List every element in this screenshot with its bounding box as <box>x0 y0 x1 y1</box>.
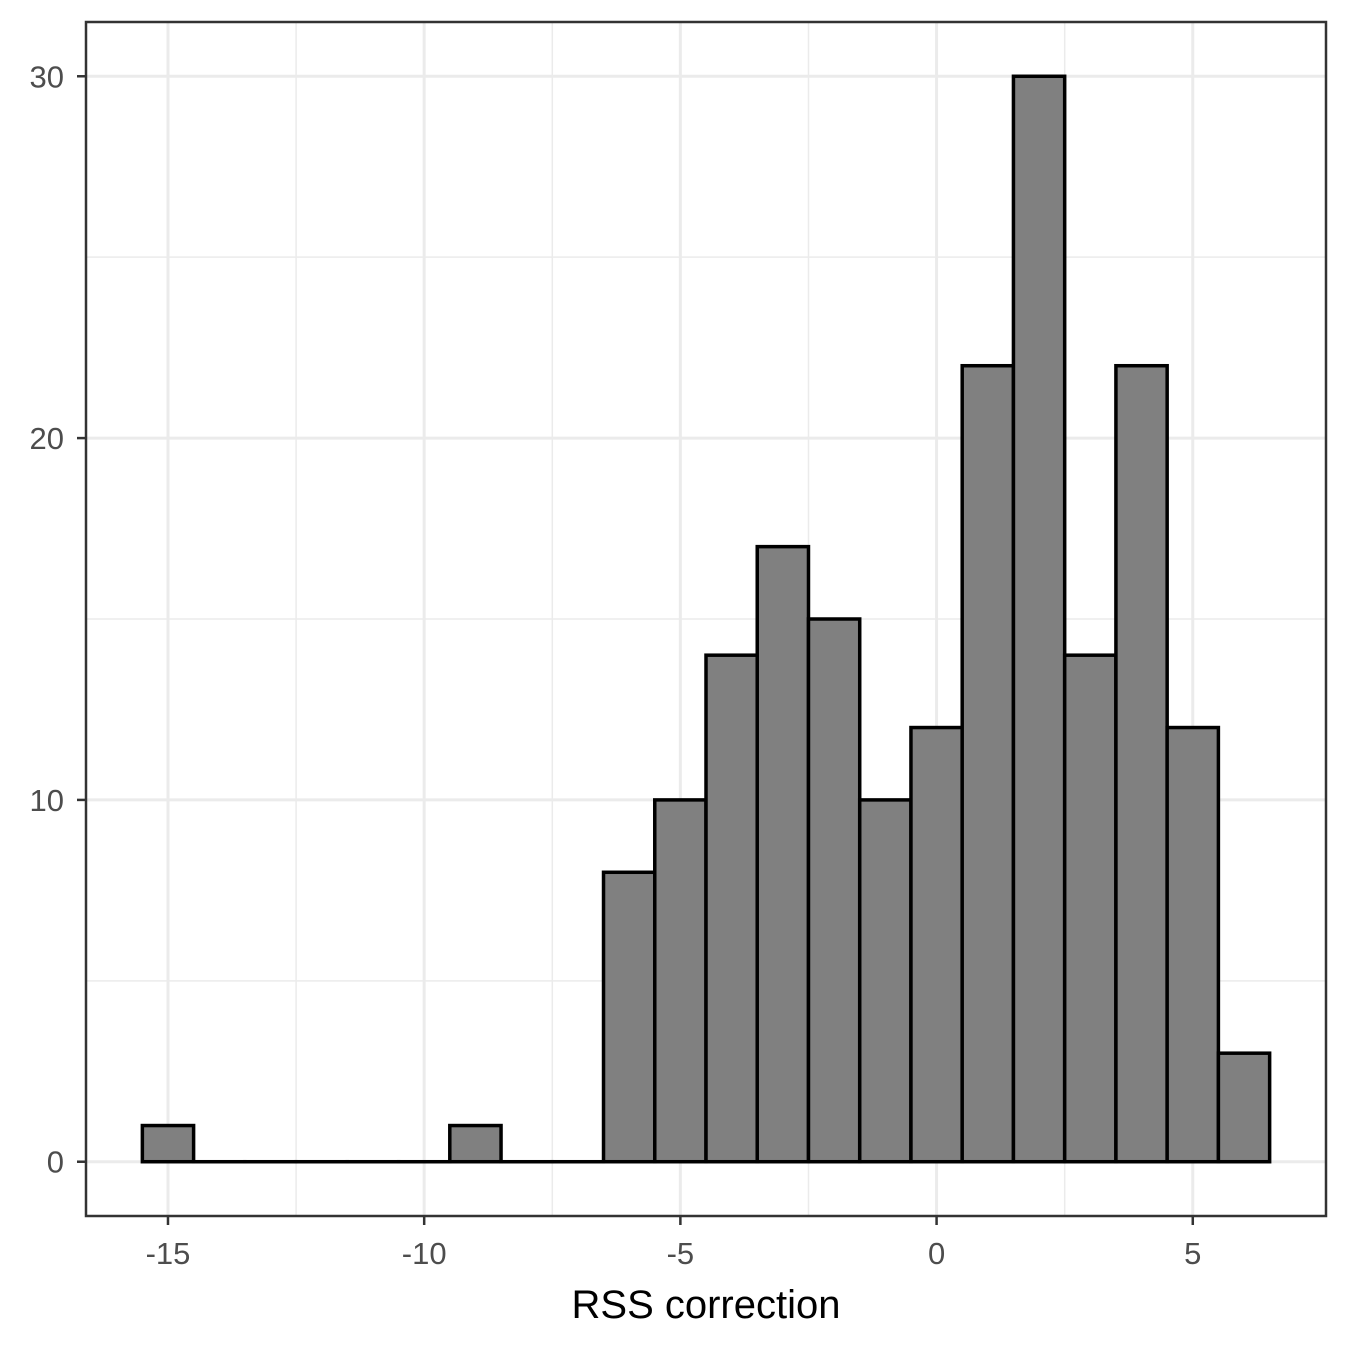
histogram-bars <box>140 74 1272 1164</box>
x-tick-label: -10 <box>402 1236 447 1271</box>
histogram-bar <box>960 363 1016 1164</box>
histogram-bar <box>448 1123 503 1164</box>
tick-labels: -15 -10 -5 0 5 0 10 20 30 <box>30 59 1202 1271</box>
histogram-bar <box>755 544 811 1164</box>
axis-ticks <box>77 75 1195 1225</box>
y-tick-label: 0 <box>47 1145 64 1180</box>
histogram-bar <box>1011 74 1067 1164</box>
histogram-bar <box>1165 725 1221 1164</box>
histogram-bar <box>704 653 759 1164</box>
x-tick-label: -5 <box>667 1236 695 1271</box>
histogram-bar <box>909 725 964 1164</box>
x-tick-label: -15 <box>146 1236 191 1271</box>
histogram-bar <box>601 870 657 1164</box>
y-tick-label: 10 <box>30 783 64 818</box>
histogram-bar <box>653 798 708 1164</box>
histogram-bar <box>1062 653 1118 1164</box>
x-axis-title: RSS correction <box>572 1283 841 1327</box>
histogram-bar <box>806 617 862 1164</box>
histogram-bar <box>1114 363 1169 1164</box>
y-tick-label: 30 <box>30 59 64 94</box>
panel-border <box>84 20 1328 1218</box>
x-tick-label: 5 <box>1184 1236 1201 1271</box>
x-tick-label: 0 <box>928 1236 945 1271</box>
histogram-bar <box>140 1123 196 1164</box>
y-tick-label: 20 <box>30 421 64 456</box>
histogram-bar <box>857 798 913 1164</box>
histogram-bar <box>1216 1051 1272 1164</box>
